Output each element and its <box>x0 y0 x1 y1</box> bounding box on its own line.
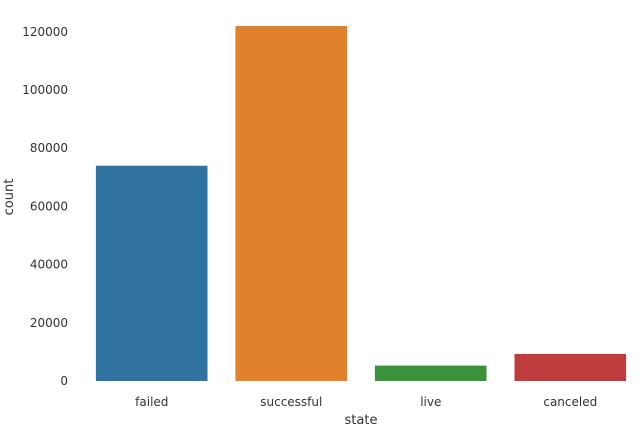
x-axis-label: state <box>345 413 378 428</box>
y-tick-label-40000: 40000 <box>30 258 68 272</box>
x-axis-ticks: failed successful live canceled <box>135 395 597 409</box>
bar-successful <box>235 26 347 381</box>
y-tick-label-80000: 80000 <box>30 141 68 155</box>
bar-canceled <box>514 353 627 381</box>
x-tick-label-failed: failed <box>135 395 168 409</box>
x-tick-label-successful: successful <box>260 395 322 409</box>
y-tick-label-120000: 120000 <box>22 25 68 39</box>
bars-layer <box>95 26 627 381</box>
y-tick-label-0: 0 <box>60 374 68 388</box>
y-tick-label-100000: 100000 <box>22 83 68 97</box>
x-tick-label-canceled: canceled <box>543 395 597 409</box>
x-tick-label-live: live <box>420 395 441 409</box>
y-axis-label: count <box>2 179 17 216</box>
y-axis-ticks: 0 20000 40000 60000 80000 100000 120000 <box>22 25 68 388</box>
bar-failed <box>95 165 208 381</box>
bar-live <box>374 365 487 381</box>
y-tick-label-20000: 20000 <box>30 316 68 330</box>
y-tick-label-60000: 60000 <box>30 199 68 213</box>
